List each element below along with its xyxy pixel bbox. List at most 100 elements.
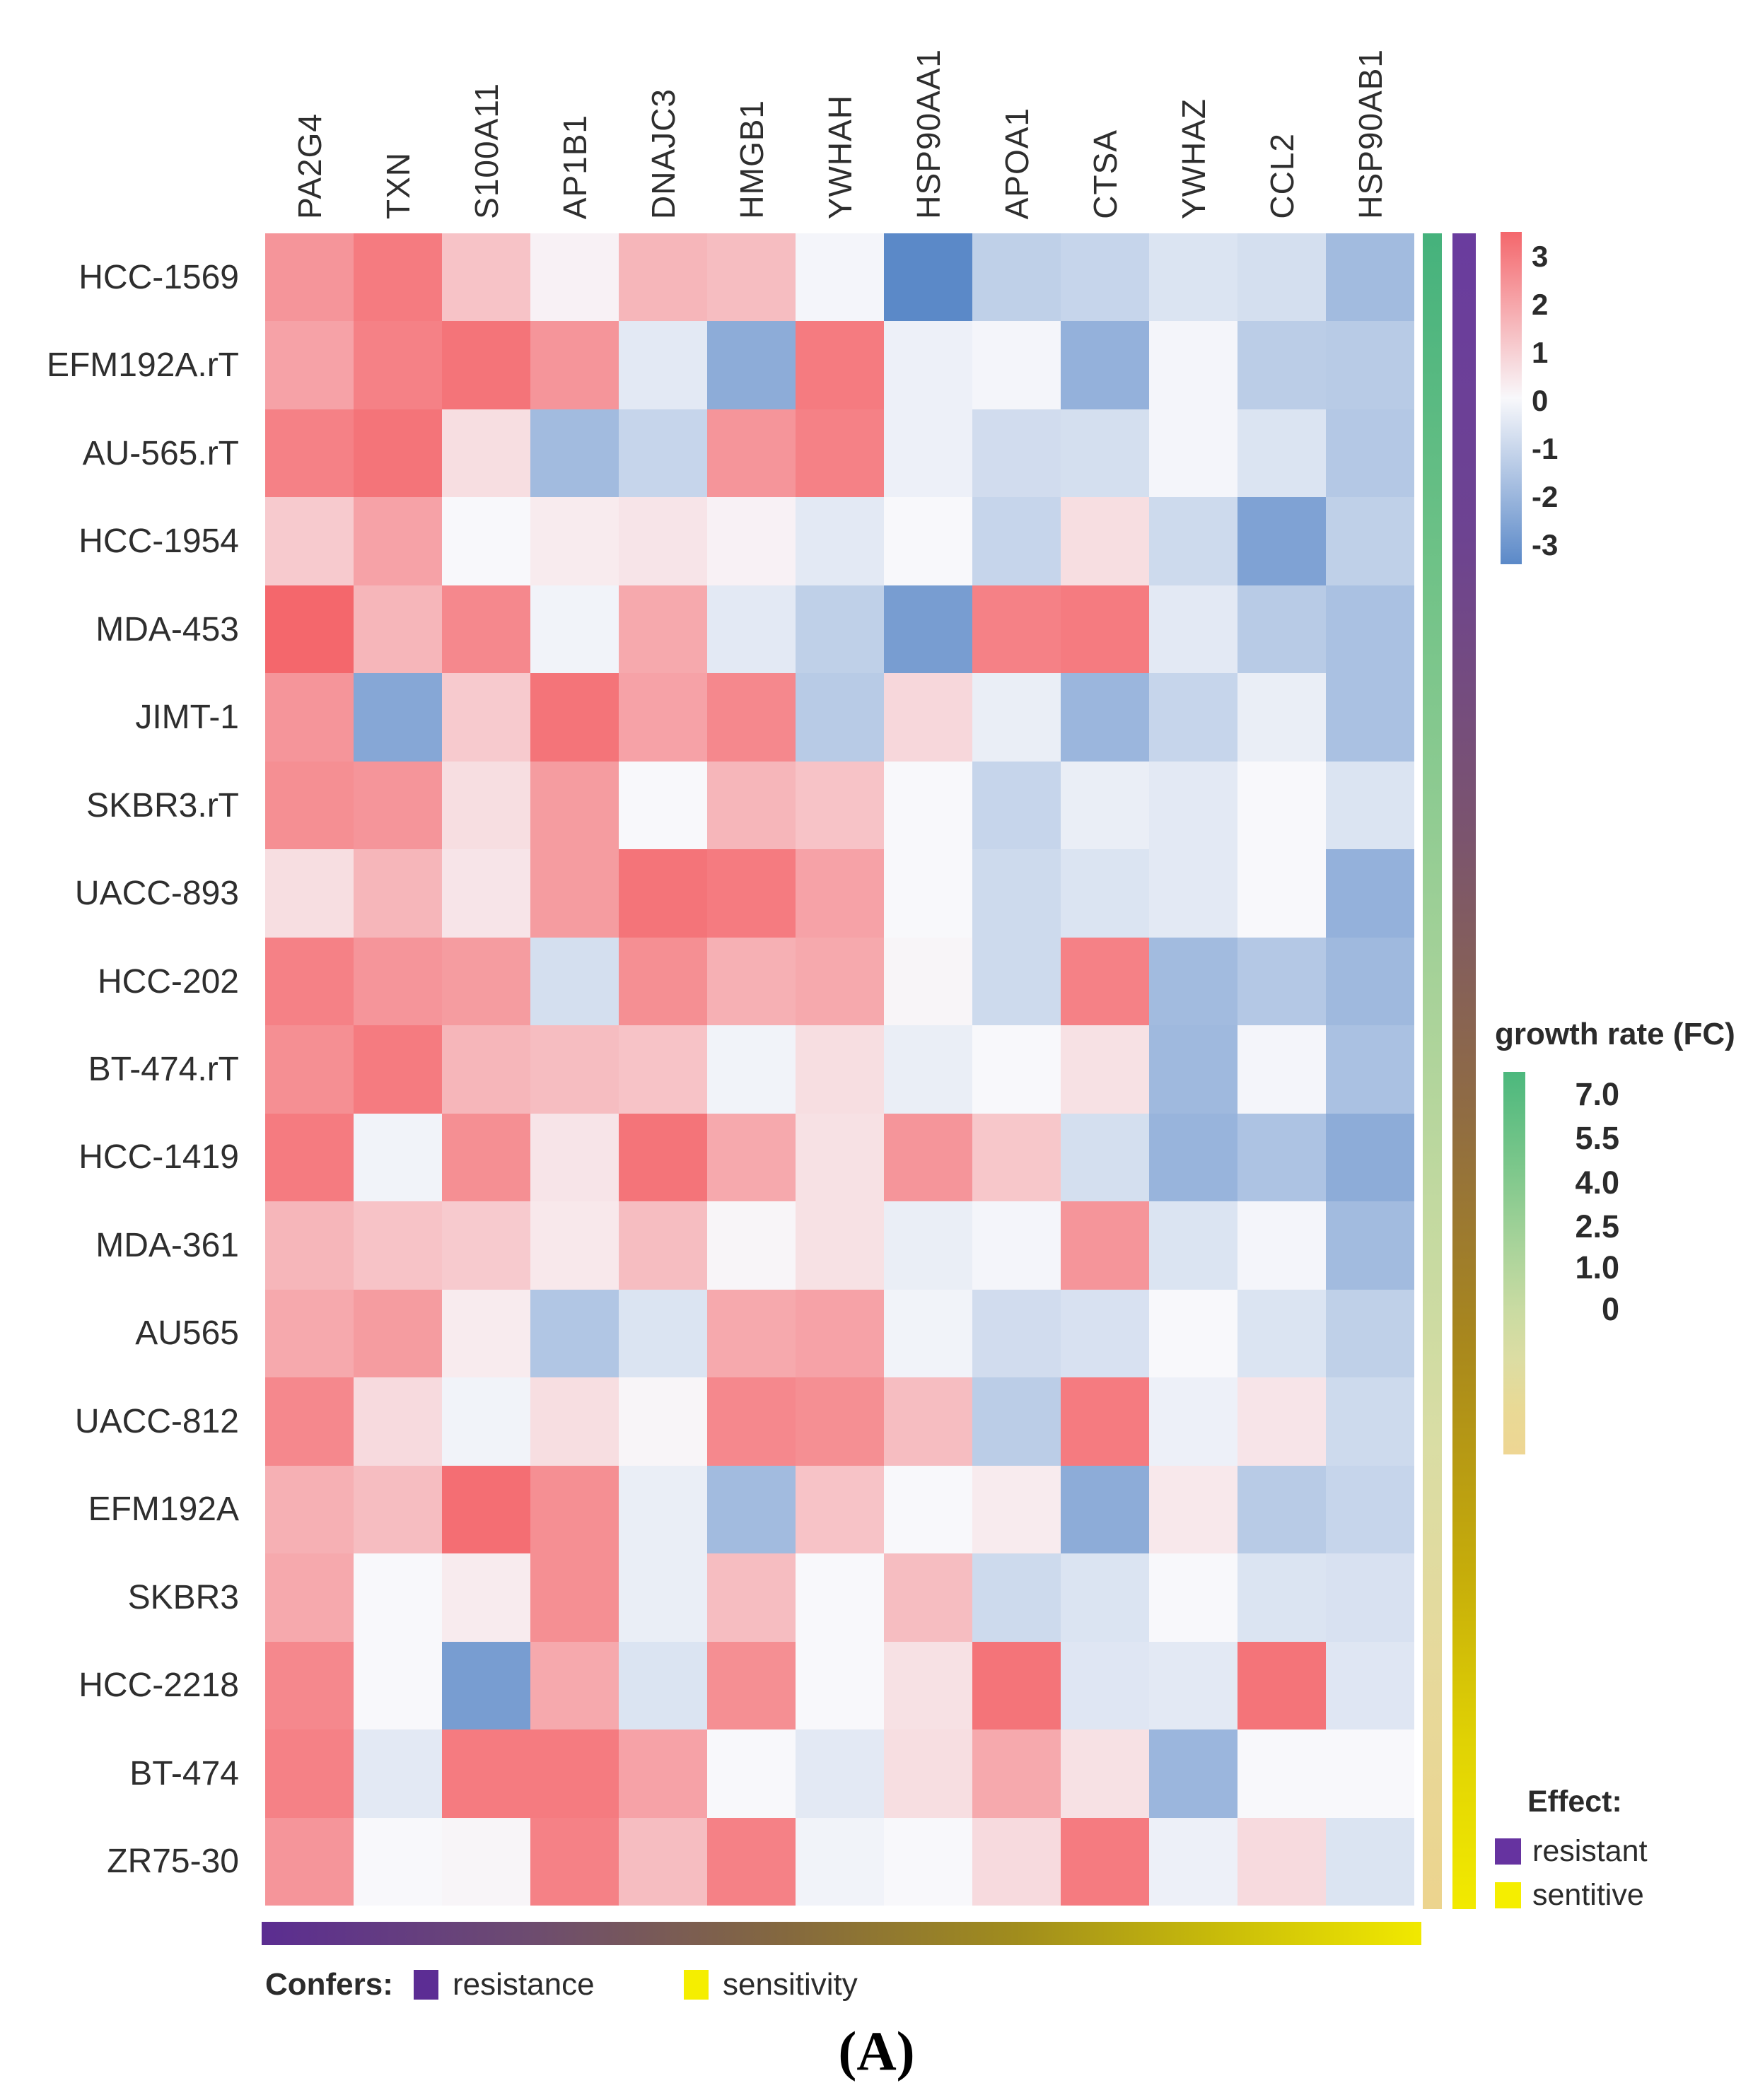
heatmap-cell	[707, 321, 796, 409]
heatmap-cell	[796, 937, 884, 1026]
effect-legend-label: sentitive	[1532, 1878, 1644, 1912]
heatmap-cell	[796, 1553, 884, 1642]
row-label: HCC-2218	[0, 1642, 252, 1729]
heatmap-cell	[619, 1377, 707, 1466]
growth-legend-tick-label: 2.5	[1575, 1208, 1619, 1244]
heatmap-cell	[707, 233, 796, 322]
heatmap-cell	[265, 1729, 354, 1818]
heatmap-cell	[1149, 1641, 1237, 1730]
row-label-text: HCC-202	[97, 962, 239, 1001]
heatmap-cell	[265, 1465, 354, 1554]
colorbar-tick-label: 2	[1532, 288, 1549, 321]
heatmap-cell	[265, 233, 354, 322]
heatmap-cell	[1061, 937, 1149, 1026]
row-label: MDA-361	[0, 1201, 252, 1289]
heatmap-cell	[265, 1817, 354, 1906]
row-label: EFM192A	[0, 1466, 252, 1553]
row-label-text: EFM192A.rT	[46, 346, 239, 385]
heatmap-cell	[972, 1817, 1061, 1906]
heatmap-cell	[972, 849, 1061, 938]
heatmap-cell	[707, 1641, 796, 1730]
heatmap-cell	[1149, 1553, 1237, 1642]
col-label-text: HSP90AB1	[1351, 49, 1389, 219]
confers-legend-label: sensitivity	[723, 1967, 858, 2002]
growth-rate-legend-bar	[1503, 1072, 1525, 1454]
effect-row-annotation-bar	[1452, 233, 1476, 1909]
heatmap-cell	[1326, 1289, 1414, 1378]
heatmap-cell	[1237, 1113, 1326, 1202]
col-label-text: S100A11	[467, 83, 505, 219]
heatmap-cell	[442, 1729, 530, 1818]
heatmap-cell	[972, 1201, 1061, 1290]
growth-rate-row-annotation-bar	[1423, 233, 1442, 1909]
heatmap-cell	[619, 1025, 707, 1114]
heatmap-cell	[796, 673, 884, 762]
heatmap-cell	[1237, 1377, 1326, 1466]
heatmap-cell	[1061, 321, 1149, 409]
zscore-colorbar	[1501, 232, 1522, 564]
heatmap-cell	[1149, 849, 1237, 938]
heatmap-cell	[884, 1641, 972, 1730]
heatmap-cell	[707, 497, 796, 585]
heatmap-cell	[1149, 1729, 1237, 1818]
heatmap-cell	[265, 1377, 354, 1466]
heatmap-cell	[1149, 1465, 1237, 1554]
heatmap-cell	[530, 321, 619, 409]
heatmap-cell	[972, 937, 1061, 1026]
heatmap-cell	[884, 1377, 972, 1466]
heatmap-cell	[530, 233, 619, 322]
heatmap-cell	[1237, 1817, 1326, 1906]
heatmap-cell	[619, 409, 707, 498]
heatmap-cell	[354, 1729, 442, 1818]
col-label: PA2G4	[265, 6, 354, 219]
heatmap-cell	[1149, 1025, 1237, 1114]
heatmap-cell	[1061, 673, 1149, 762]
heatmap-cell	[796, 585, 884, 674]
col-label-text: PA2G4	[291, 113, 328, 219]
heatmap-cell	[619, 497, 707, 585]
heatmap-cell	[1149, 1201, 1237, 1290]
heatmap-cell	[796, 1465, 884, 1554]
heatmap-cell	[1237, 849, 1326, 938]
col-label: HSP90AA1	[884, 6, 972, 219]
growth-rate-legend-title: growth rate (FC)	[1495, 1017, 1735, 1051]
heatmap-cell	[530, 1817, 619, 1906]
heatmap-cell	[707, 673, 796, 762]
heatmap-cell	[1326, 321, 1414, 409]
heatmap-cell	[1326, 1729, 1414, 1818]
effect-legend-label: resistant	[1532, 1834, 1648, 1868]
heatmap-cell	[1149, 1817, 1237, 1906]
heatmap-cell	[972, 321, 1061, 409]
heatmap-cell	[972, 409, 1061, 498]
heatmap-cell	[442, 849, 530, 938]
effect-legend-title: Effect:	[1527, 1785, 1622, 1819]
heatmap-cell	[619, 1289, 707, 1378]
col-label-text: HMGB1	[733, 100, 770, 219]
heatmap-cell	[1061, 1113, 1149, 1202]
heatmap-cell	[972, 1465, 1061, 1554]
col-label: S100A11	[442, 6, 530, 219]
row-label: JIMT-1	[0, 673, 252, 761]
heatmap-cell	[1061, 1553, 1149, 1642]
col-label: YWHAH	[796, 6, 884, 219]
heatmap-cell	[1061, 233, 1149, 322]
heatmap-cell	[884, 585, 972, 674]
heatmap-cell	[1061, 761, 1149, 850]
row-label: MDA-453	[0, 585, 252, 673]
heatmap-cell	[442, 585, 530, 674]
row-label: ZR75-30	[0, 1818, 252, 1906]
heatmap-cell	[265, 849, 354, 938]
heatmap-cell	[1326, 409, 1414, 498]
heatmap-cell	[1061, 409, 1149, 498]
heatmap-cell	[265, 1113, 354, 1202]
heatmap-cell	[972, 1729, 1061, 1818]
heatmap-cell	[884, 497, 972, 585]
heatmap-cell	[619, 1729, 707, 1818]
heatmap-cell	[354, 233, 442, 322]
heatmap-cell	[884, 1289, 972, 1378]
heatmap-cell	[530, 497, 619, 585]
heatmap-cell	[442, 1641, 530, 1730]
heatmap-cell	[354, 761, 442, 850]
heatmap-cell	[1326, 1465, 1414, 1554]
heatmap-cell	[442, 1113, 530, 1202]
